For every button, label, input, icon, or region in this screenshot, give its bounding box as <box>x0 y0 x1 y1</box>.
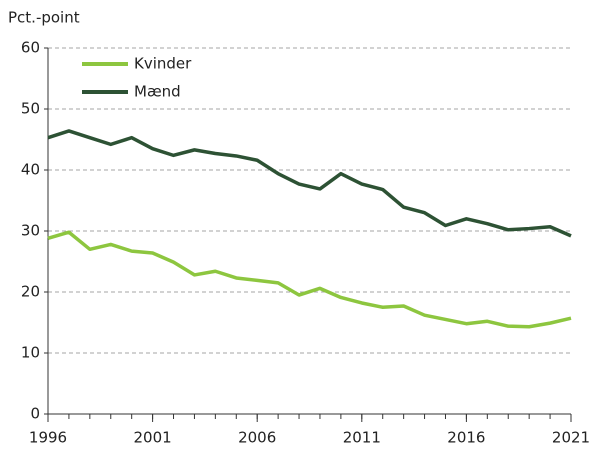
y-tick-label: 0 <box>30 405 40 423</box>
x-tick-label: 2011 <box>343 429 381 447</box>
x-tick-label: 2016 <box>447 429 485 447</box>
y-tick-label: 60 <box>21 39 40 57</box>
y-axis-label: Pct.-point <box>8 9 80 27</box>
x-tick-label: 1996 <box>29 429 67 447</box>
series-line <box>47 230 572 329</box>
x-tick-label: 2021 <box>552 429 590 447</box>
y-tick-label: 50 <box>21 100 40 118</box>
y-tick-label: 30 <box>21 222 40 240</box>
legend-label: Mænd <box>134 83 181 101</box>
series-line <box>47 129 572 238</box>
x-tick-label: 2006 <box>238 429 276 447</box>
y-tick-label: 40 <box>21 161 40 179</box>
x-tick-label: 2001 <box>134 429 172 447</box>
y-tick-label: 20 <box>21 283 40 301</box>
legend-label: Kvinder <box>134 55 192 73</box>
y-tick-label: 10 <box>21 344 40 362</box>
